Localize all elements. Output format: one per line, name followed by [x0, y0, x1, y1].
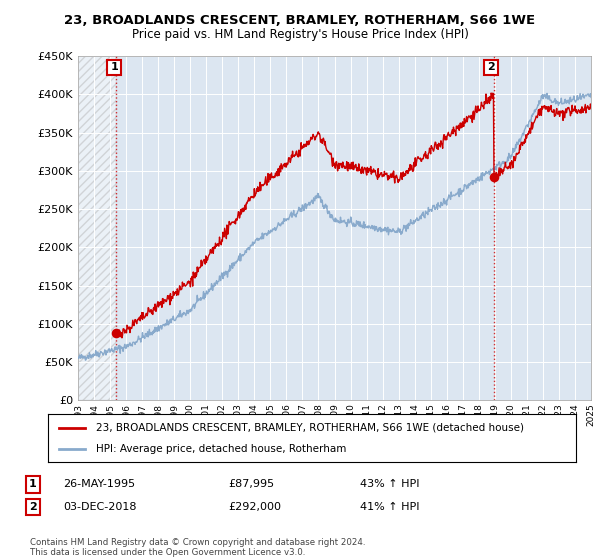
Text: Price paid vs. HM Land Registry's House Price Index (HPI): Price paid vs. HM Land Registry's House … — [131, 28, 469, 41]
Text: 23, BROADLANDS CRESCENT, BRAMLEY, ROTHERHAM, S66 1WE (detached house): 23, BROADLANDS CRESCENT, BRAMLEY, ROTHER… — [95, 423, 524, 433]
Text: 41% ↑ HPI: 41% ↑ HPI — [360, 502, 419, 512]
Text: 1: 1 — [29, 479, 37, 489]
Text: 26-MAY-1995: 26-MAY-1995 — [63, 479, 135, 489]
Text: 2: 2 — [487, 63, 495, 72]
Point — [489, 172, 499, 181]
Text: Contains HM Land Registry data © Crown copyright and database right 2024.
This d: Contains HM Land Registry data © Crown c… — [30, 538, 365, 557]
Bar — [78, 56, 116, 400]
Text: £292,000: £292,000 — [228, 502, 281, 512]
Text: 1: 1 — [110, 63, 118, 72]
Text: HPI: Average price, detached house, Rotherham: HPI: Average price, detached house, Roth… — [95, 444, 346, 454]
Text: 03-DEC-2018: 03-DEC-2018 — [63, 502, 137, 512]
Text: £87,995: £87,995 — [228, 479, 274, 489]
Text: 2: 2 — [29, 502, 37, 512]
Text: 43% ↑ HPI: 43% ↑ HPI — [360, 479, 419, 489]
Text: 23, BROADLANDS CRESCENT, BRAMLEY, ROTHERHAM, S66 1WE: 23, BROADLANDS CRESCENT, BRAMLEY, ROTHER… — [64, 14, 536, 27]
Point — [112, 329, 121, 338]
